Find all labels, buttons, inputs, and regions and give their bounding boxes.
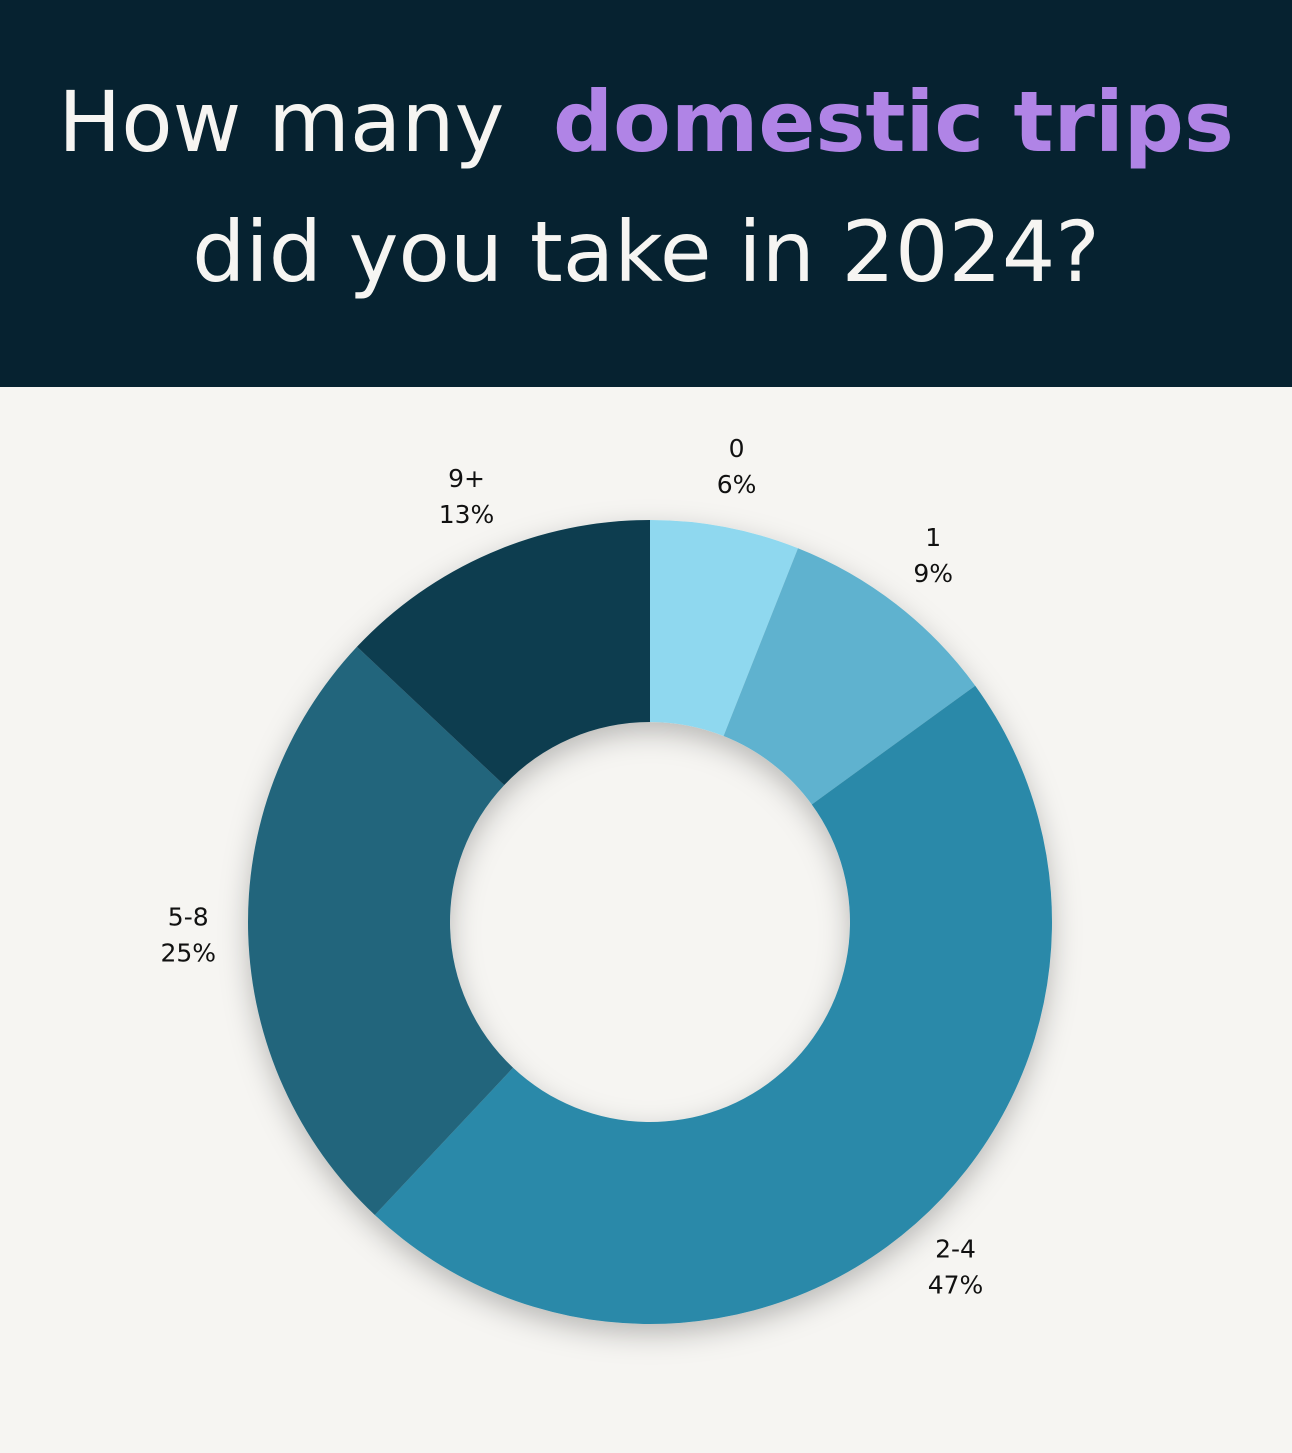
value-label: 47%	[928, 1271, 984, 1300]
donut	[247, 520, 1053, 1325]
title-highlight: domestic trips	[553, 73, 1234, 171]
donut-segment	[723, 548, 976, 805]
title-line-1: How many domestic trips	[58, 73, 1234, 171]
donut-segment	[374, 685, 1053, 1325]
value-label: 6%	[717, 470, 757, 499]
value-label: 9%	[913, 559, 953, 588]
value-label: 13%	[439, 500, 495, 529]
donut-segment	[650, 520, 798, 737]
donut-segment	[356, 520, 650, 786]
category-label: 0	[729, 434, 745, 463]
title-line-2: did you take in 2024?	[192, 203, 1100, 301]
category-label: 9+	[448, 464, 485, 493]
category-label: 5-8	[168, 903, 209, 932]
value-label: 25%	[160, 939, 216, 968]
category-label: 2-4	[935, 1235, 976, 1264]
title-part: How many	[58, 73, 504, 171]
header	[0, 0, 1292, 387]
category-label: 1	[925, 523, 941, 552]
donut-segment	[247, 646, 514, 1216]
